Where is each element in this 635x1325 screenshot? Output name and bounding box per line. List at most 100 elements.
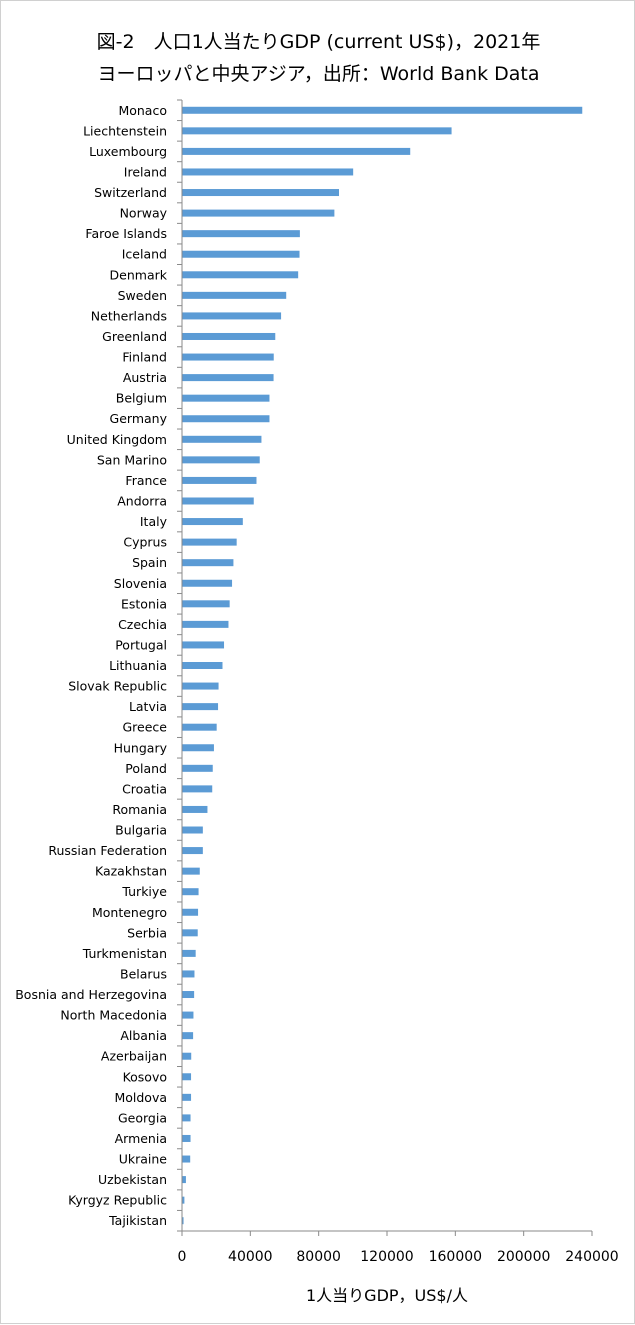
bar-7 — [182, 250, 300, 258]
category-label-12: Finland — [122, 350, 167, 365]
category-label-37: Kazakhstan — [95, 864, 167, 879]
bar-52 — [182, 1176, 186, 1184]
bar-27 — [182, 662, 223, 669]
category-label-15: Germany — [110, 411, 168, 426]
category-label-47: Kosovo — [123, 1069, 167, 1084]
category-label-43: Bosnia and Herzegovina — [15, 987, 167, 1002]
bar-28 — [182, 682, 219, 690]
category-label-13: Austria — [123, 370, 167, 385]
category-label-39: Montenegro — [92, 905, 167, 920]
bar-16 — [182, 435, 262, 443]
bar-53 — [182, 1196, 185, 1204]
bar-9 — [182, 291, 287, 299]
bar-19 — [182, 497, 254, 505]
x-tick-label-5: 200000 — [497, 1249, 550, 1265]
bar-39 — [182, 908, 199, 916]
category-label-16: United Kingdom — [67, 432, 167, 447]
bar-11 — [182, 332, 276, 340]
bar-15 — [182, 415, 270, 423]
category-label-48: Moldova — [114, 1090, 167, 1105]
bar-46 — [182, 1052, 192, 1060]
category-label-51: Ukraine — [119, 1152, 168, 1167]
bar-18 — [182, 476, 257, 484]
bar-23 — [182, 579, 233, 587]
category-label-41: Turkmenistan — [82, 946, 167, 961]
bar-4 — [182, 189, 339, 197]
bar-1 — [182, 127, 452, 135]
bar-37 — [182, 867, 200, 875]
bar-17 — [182, 456, 260, 464]
category-label-8: Denmark — [110, 267, 168, 282]
category-label-44: North Macedonia — [60, 1008, 167, 1023]
category-label-6: Faroe Islands — [85, 226, 167, 241]
bar-48 — [182, 1093, 192, 1101]
bar-44 — [182, 1011, 194, 1019]
category-label-54: Tajikistan — [108, 1213, 167, 1228]
category-label-24: Estonia — [121, 596, 167, 611]
bar-34 — [182, 805, 208, 813]
category-label-23: Slovenia — [114, 576, 167, 591]
category-label-26: Portugal — [115, 637, 167, 652]
category-label-4: Switzerland — [94, 185, 167, 200]
bar-35 — [182, 826, 203, 834]
category-label-19: Andorra — [117, 493, 167, 508]
bar-50 — [182, 1134, 191, 1142]
bar-21 — [182, 538, 237, 546]
category-label-40: Serbia — [127, 925, 167, 940]
category-label-11: Greenland — [102, 329, 167, 344]
x-tick-label-1: 40000 — [228, 1249, 273, 1265]
bar-42 — [182, 970, 195, 978]
category-label-3: Ireland — [124, 164, 167, 179]
x-tick-label-3: 120000 — [360, 1249, 413, 1265]
category-label-14: Belgium — [116, 391, 167, 406]
x-axis-label: 1人当りGDP，US$/人 — [306, 1286, 468, 1305]
category-label-7: Iceland — [122, 247, 167, 262]
category-label-22: Spain — [132, 555, 167, 570]
bar-3 — [182, 168, 354, 176]
bar-33 — [182, 785, 213, 793]
bar-54 — [182, 1217, 184, 1225]
category-label-45: Albania — [120, 1028, 167, 1043]
bar-13 — [182, 374, 274, 382]
category-label-38: Turkiye — [121, 884, 167, 899]
bar-8 — [182, 271, 299, 279]
category-label-34: Romania — [112, 802, 167, 817]
category-label-25: Czechia — [118, 617, 167, 632]
bar-36 — [182, 847, 203, 855]
bar-14 — [182, 394, 270, 402]
bar-12 — [182, 353, 274, 361]
bar-20 — [182, 518, 243, 526]
category-label-9: Sweden — [118, 288, 167, 303]
category-label-42: Belarus — [120, 966, 167, 981]
bar-49 — [182, 1114, 191, 1122]
category-label-10: Netherlands — [91, 308, 167, 323]
bar-22 — [182, 559, 234, 567]
category-label-33: Croatia — [122, 781, 167, 796]
bar-38 — [182, 888, 199, 896]
bar-40 — [182, 929, 198, 937]
category-label-46: Azerbaijan — [101, 1049, 167, 1064]
category-label-28: Slovak Republic — [68, 679, 167, 694]
bar-0 — [182, 106, 583, 114]
x-tick-label-2: 80000 — [296, 1249, 341, 1265]
x-tick-label-4: 160000 — [429, 1249, 482, 1265]
bar-10 — [182, 312, 282, 320]
bar-29 — [182, 703, 219, 711]
category-label-21: Cyprus — [123, 535, 167, 550]
x-tick-label-0: 0 — [178, 1249, 187, 1265]
bar-45 — [182, 1032, 194, 1040]
category-label-2: Luxembourg — [89, 144, 167, 159]
bar-31 — [182, 744, 214, 752]
category-label-36: Russian Federation — [48, 843, 167, 858]
bar-24 — [182, 600, 230, 608]
chart-subtitle: ヨーロッパと中央アジア，出所：World Bank Data — [97, 63, 540, 85]
category-label-32: Poland — [125, 761, 167, 776]
bar-47 — [182, 1073, 192, 1081]
category-label-27: Lithuania — [109, 658, 167, 673]
category-label-17: San Marino — [97, 452, 167, 467]
category-label-0: Monaco — [118, 103, 167, 118]
bar-32 — [182, 764, 213, 772]
bar-26 — [182, 641, 225, 649]
bar-6 — [182, 230, 300, 238]
